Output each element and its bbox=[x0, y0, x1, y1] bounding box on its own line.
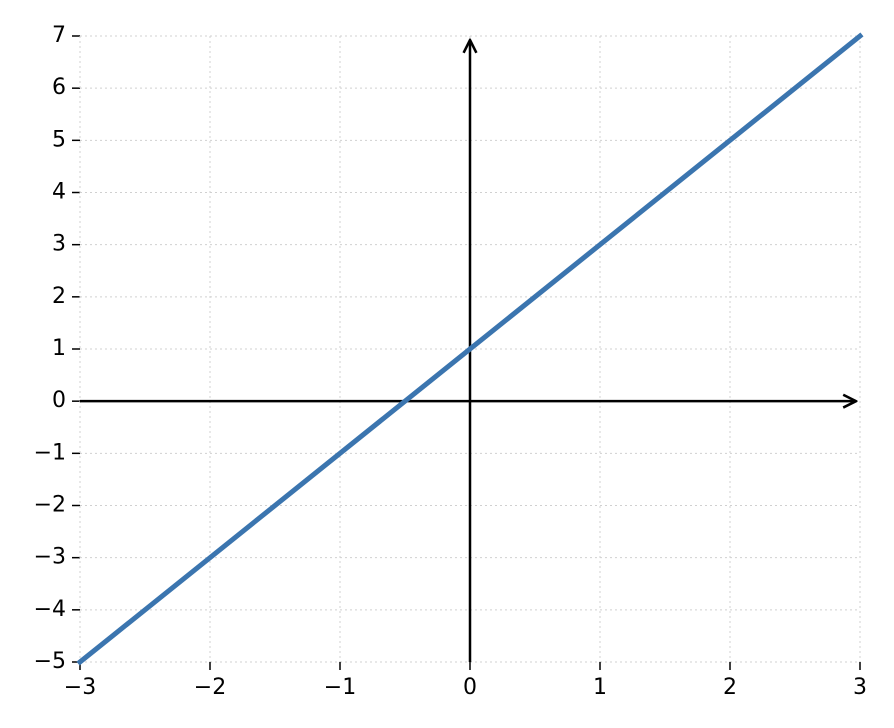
y-tick-label: 3 bbox=[52, 232, 66, 257]
y-tick-label: −5 bbox=[34, 649, 66, 674]
y-tick-label: −2 bbox=[34, 493, 66, 518]
y-tick-label: −4 bbox=[34, 597, 66, 622]
x-tick-label: 1 bbox=[593, 675, 607, 700]
y-tick-label: −3 bbox=[34, 545, 66, 570]
y-tick-label: 4 bbox=[52, 180, 66, 205]
y-tick-label: 1 bbox=[52, 336, 66, 361]
y-tick-label: 5 bbox=[52, 127, 66, 152]
y-tick-label: 6 bbox=[52, 75, 66, 100]
x-tick-label: −1 bbox=[324, 675, 356, 700]
x-tick-label: 2 bbox=[723, 675, 737, 700]
x-tick-label: 0 bbox=[463, 675, 477, 700]
x-tick-label: 3 bbox=[853, 675, 867, 700]
line bbox=[76, 32, 864, 666]
x-tick-label: −2 bbox=[194, 675, 226, 700]
y-tick-label: 0 bbox=[52, 388, 66, 413]
y-tick-label: −1 bbox=[34, 440, 66, 465]
x-tick-label: −3 bbox=[64, 675, 96, 700]
y-tick-label: 2 bbox=[52, 284, 66, 309]
y-tick-label: 7 bbox=[52, 23, 66, 48]
